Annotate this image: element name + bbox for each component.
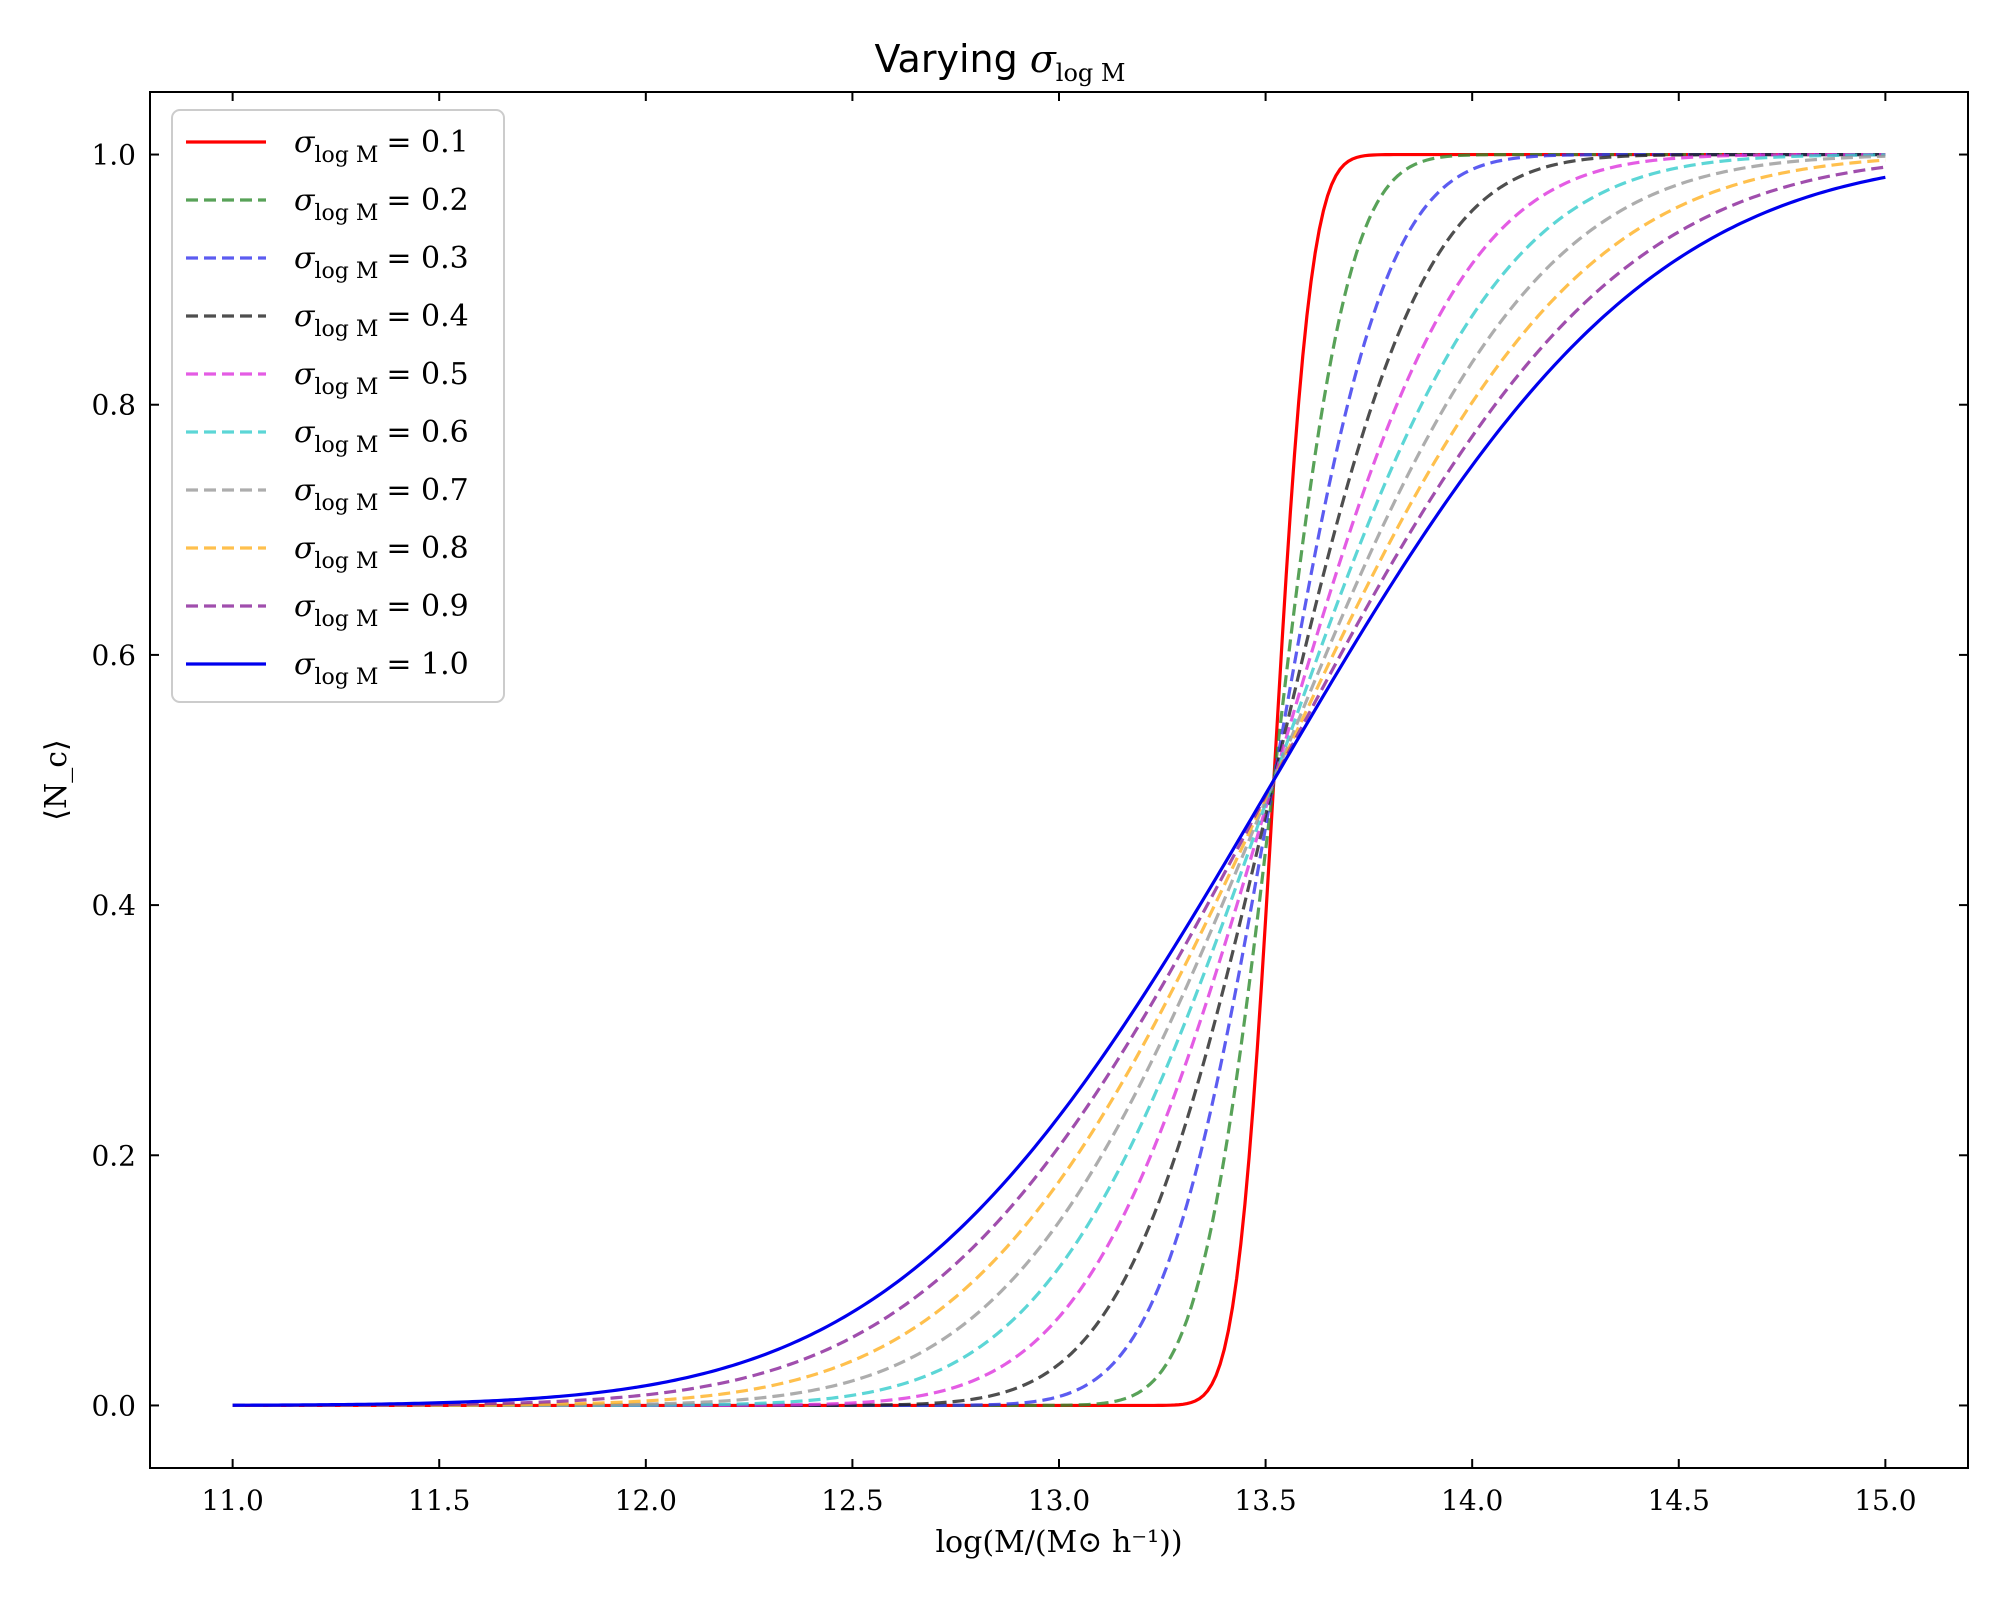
legend-label: σlog M = 0.1 <box>294 125 469 168</box>
x-axis-label: log(M/(M⊙ h⁻¹)) <box>935 1525 1182 1560</box>
x-tick-label: 14.0 <box>1441 1484 1503 1517</box>
legend-label: σlog M = 0.7 <box>294 473 469 516</box>
legend-label: σlog M = 0.9 <box>294 589 469 632</box>
legend-value: = 0.8 <box>386 531 468 566</box>
y-axis-label: ⟨N_c⟩ <box>39 739 74 820</box>
series-line-9 <box>232 165 1886 1408</box>
series-line-10 <box>232 175 1886 1407</box>
legend-subscript: log M <box>314 549 378 574</box>
legend-value: = 0.7 <box>386 473 468 508</box>
legend-symbol: σ <box>294 299 316 334</box>
legend-value: = 1.0 <box>386 647 468 682</box>
x-tick-label: 15.0 <box>1854 1484 1916 1517</box>
x-tick-label: 11.0 <box>201 1484 263 1517</box>
series-lines <box>232 152 1886 1408</box>
legend-subscript: log M <box>314 259 378 284</box>
y-tick-label: 0.6 <box>91 639 136 672</box>
legend-value: = 0.3 <box>386 241 468 276</box>
legend-value: = 0.1 <box>386 125 468 160</box>
legend-subscript: log M <box>314 491 378 516</box>
x-tick-label: 13.5 <box>1234 1484 1296 1517</box>
legend-subscript: log M <box>314 665 378 690</box>
legend-value: = 0.2 <box>386 183 468 218</box>
y-tick-label: 0.0 <box>91 1389 136 1422</box>
y-tick-label: 1.0 <box>91 139 136 172</box>
legend-symbol: σ <box>294 241 316 276</box>
legend-label: σlog M = 0.5 <box>294 357 469 400</box>
chart-title-subscript: log M <box>1056 59 1126 87</box>
legend-subscript: log M <box>314 607 378 632</box>
legend-subscript: log M <box>314 375 378 400</box>
legend-label: σlog M = 0.8 <box>294 531 469 574</box>
x-tick-label: 12.0 <box>615 1484 677 1517</box>
legend-subscript: log M <box>314 317 378 342</box>
legend-label: σlog M = 0.2 <box>294 183 469 226</box>
legend-symbol: σ <box>294 589 316 624</box>
chart-title-symbol: σ <box>1030 37 1057 81</box>
x-tick-label: 12.5 <box>821 1484 883 1517</box>
legend-symbol: σ <box>294 415 316 450</box>
legend-value: = 0.9 <box>386 589 468 624</box>
x-tick-label: 11.5 <box>408 1484 470 1517</box>
legend-label: σlog M = 0.6 <box>294 415 469 458</box>
legend-value: = 0.5 <box>386 357 468 392</box>
legend-box <box>171 109 505 703</box>
legend-label: σlog M = 0.4 <box>294 299 469 342</box>
legend-symbol: σ <box>294 125 316 160</box>
axis-ticks: 11.0 11.5 12.0 12.5 13.0 13.5 14.0 14.5 15.0 0.0 0… <box>91 92 1968 1517</box>
legend-symbol: σ <box>294 647 316 682</box>
legend-value: = 0.6 <box>386 415 468 450</box>
legend-value: = 0.4 <box>386 299 468 334</box>
x-tick-label: 13.0 <box>1028 1484 1090 1517</box>
legend-subscript: log M <box>314 201 378 226</box>
legend-symbol: σ <box>294 357 316 392</box>
legend-label: σlog M = 1.0 <box>294 647 469 690</box>
legend-symbol: σ <box>294 531 316 566</box>
legend-symbol: σ <box>294 183 316 218</box>
legend-subscript: log M <box>314 143 378 168</box>
legend-subscript: log M <box>314 433 378 458</box>
legend-label: σlog M = 0.3 <box>294 241 469 284</box>
y-tick-label: 0.2 <box>91 1139 136 1172</box>
y-tick-label: 0.4 <box>91 889 136 922</box>
chart-title: Varying σlog M <box>875 37 1126 87</box>
x-tick-label: 14.5 <box>1648 1484 1710 1517</box>
legend-symbol: σ <box>294 473 316 508</box>
y-tick-label: 0.8 <box>91 389 136 422</box>
chart-title-text: Varying <box>875 37 1030 81</box>
